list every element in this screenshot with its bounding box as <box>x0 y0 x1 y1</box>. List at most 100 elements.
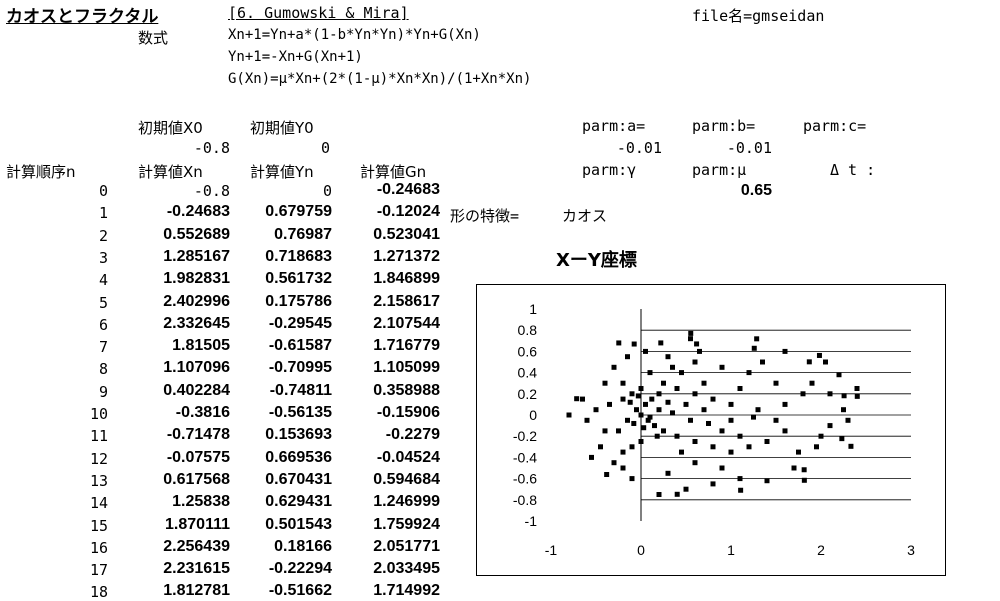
cell-n[interactable]: 17 <box>89 561 108 580</box>
data-point <box>692 460 698 466</box>
cell-xn[interactable]: 0.552689 <box>163 225 230 243</box>
cell-yn[interactable]: 0.669536 <box>265 448 332 466</box>
cell-xn[interactable]: -0.8 <box>193 182 230 200</box>
cell-n[interactable]: 9 <box>98 382 108 401</box>
cell-yn[interactable]: 0.718683 <box>265 247 332 265</box>
cell-xn[interactable]: -0.3816 <box>175 404 230 421</box>
cell-gn[interactable]: 1.714992 <box>373 582 440 600</box>
cell-xn[interactable]: 2.231615 <box>163 560 230 578</box>
cell-n[interactable]: 5 <box>98 293 108 312</box>
cell-yn[interactable]: 0.175786 <box>265 292 332 310</box>
cell-xn[interactable]: 1.285167 <box>163 247 230 265</box>
cell-n[interactable]: 10 <box>89 405 108 423</box>
cell-gn[interactable]: 2.107544 <box>373 314 440 332</box>
cell-xn[interactable]: 1.25838 <box>172 493 230 511</box>
cell-yn[interactable]: 0.18166 <box>274 537 332 555</box>
param-mu-label: parm:μ <box>692 161 747 179</box>
shape-label: 形の特徴= <box>450 207 520 225</box>
cell-xn[interactable]: 1.81505 <box>172 337 230 355</box>
cell-n[interactable]: 8 <box>98 360 108 379</box>
cell-yn[interactable]: 0.629431 <box>265 493 332 511</box>
cell-gn[interactable]: 1.716779 <box>373 337 440 355</box>
cell-n[interactable]: 0 <box>98 182 108 200</box>
cell-yn[interactable]: 0.679759 <box>265 203 332 221</box>
cell-xn[interactable]: -0.24683 <box>166 203 230 221</box>
param-a-value[interactable]: -0.01 <box>616 139 662 157</box>
cell-gn[interactable]: 2.158617 <box>373 292 440 310</box>
cell-n[interactable]: 13 <box>89 471 108 490</box>
chart-title: XーY座標 <box>556 250 637 271</box>
cell-gn[interactable]: -0.04524 <box>376 448 440 466</box>
cell-xn[interactable]: 2.256439 <box>163 537 230 555</box>
param-mu-value[interactable]: 0.65 <box>740 182 772 199</box>
cell-n[interactable]: 18 <box>89 583 108 601</box>
cell-xn[interactable]: -0.07575 <box>166 448 230 466</box>
cell-yn[interactable]: 0.501543 <box>265 515 332 533</box>
cell-yn[interactable]: -0.29545 <box>268 314 332 332</box>
cell-xn[interactable]: 0.617568 <box>163 470 230 488</box>
cell-n[interactable]: 12 <box>89 449 108 468</box>
cell-xn[interactable]: 1.812781 <box>163 582 230 600</box>
cell-n[interactable]: 2 <box>98 226 108 245</box>
cell-yn[interactable]: -0.74811 <box>269 381 332 399</box>
cell-xn[interactable]: 1.982831 <box>163 270 230 288</box>
cell-yn[interactable]: -0.56135 <box>268 404 332 421</box>
cell-yn[interactable]: -0.51662 <box>268 582 332 600</box>
cell-gn[interactable]: -0.15906 <box>376 404 440 421</box>
data-point <box>598 444 603 450</box>
data-point <box>796 449 801 455</box>
cell-gn[interactable]: 0.523041 <box>373 225 440 243</box>
cell-n[interactable]: 11 <box>89 427 108 446</box>
chart-area[interactable]: 1 0.8 0.6 0.4 0.2 0 -0.2 -0.4 -0.6 -0.8 -1 -1 0 1 2 3 <box>476 284 946 576</box>
cell-gn[interactable]: 1.246999 <box>373 493 440 511</box>
data-point <box>620 465 626 471</box>
cell-gn[interactable]: 2.051771 <box>373 537 440 555</box>
cell-n[interactable]: 16 <box>89 538 108 557</box>
param-b-value[interactable]: -0.01 <box>726 139 772 157</box>
cell-gn[interactable]: 1.846899 <box>373 270 440 288</box>
cell-gn[interactable]: -0.12024 <box>376 203 440 221</box>
y0-value[interactable]: 0 <box>320 139 330 157</box>
cell-n[interactable]: 15 <box>89 516 108 535</box>
data-point <box>674 491 680 497</box>
x-tick-label: 2 <box>817 542 825 558</box>
cell-yn[interactable]: -0.22294 <box>268 560 332 578</box>
cell-n[interactable]: 1 <box>98 204 108 223</box>
cell-xn[interactable]: 1.107096 <box>163 359 230 377</box>
cell-n[interactable]: 7 <box>98 338 108 357</box>
cell-gn[interactable]: 1.271372 <box>373 247 440 265</box>
data-point <box>616 428 621 434</box>
x0-value[interactable]: -0.8 <box>193 139 230 157</box>
cell-xn[interactable]: 2.332645 <box>163 314 230 332</box>
shape-value[interactable]: カオス <box>562 207 608 225</box>
cell-n[interactable]: 4 <box>98 271 108 290</box>
cell-xn[interactable]: 0.402284 <box>163 381 230 399</box>
cell-gn[interactable]: 1.105099 <box>373 359 440 377</box>
cell-n[interactable]: 3 <box>98 248 108 267</box>
cell-gn[interactable]: -0.24683 <box>376 181 440 198</box>
cell-yn[interactable]: -0.70995 <box>268 359 332 377</box>
cell-yn[interactable]: -0.61587 <box>268 337 332 355</box>
cell-n[interactable]: 14 <box>89 494 108 513</box>
cell-xn[interactable]: 2.402996 <box>163 292 230 310</box>
data-point <box>656 391 662 397</box>
cell-yn[interactable]: 0.561732 <box>265 270 332 288</box>
cell-xn[interactable]: 1.870111 <box>165 515 230 533</box>
cell-yn[interactable]: 0.670431 <box>265 470 332 488</box>
formula-g: G(Xn)=μ*Xn+(2*(1-μ)*Xn*Xn)/(1+Xn*Xn) <box>228 71 532 87</box>
cell-gn[interactable]: 0.358988 <box>373 381 440 399</box>
cell-yn[interactable]: 0 <box>322 182 332 200</box>
data-point <box>719 465 725 471</box>
cell-gn[interactable]: 1.759924 <box>373 515 440 533</box>
cell-yn[interactable]: 0.76987 <box>274 225 332 243</box>
data-point <box>670 410 675 416</box>
data-point <box>738 487 744 493</box>
data-point <box>658 340 664 346</box>
cell-yn[interactable]: 0.153693 <box>265 426 332 444</box>
cell-gn[interactable]: 2.033495 <box>373 560 440 578</box>
data-point <box>710 444 716 450</box>
cell-n[interactable]: 6 <box>98 315 108 334</box>
cell-gn[interactable]: 0.594684 <box>373 470 440 488</box>
cell-xn[interactable]: -0.71478 <box>166 426 230 444</box>
cell-gn[interactable]: -0.2279 <box>385 426 440 444</box>
